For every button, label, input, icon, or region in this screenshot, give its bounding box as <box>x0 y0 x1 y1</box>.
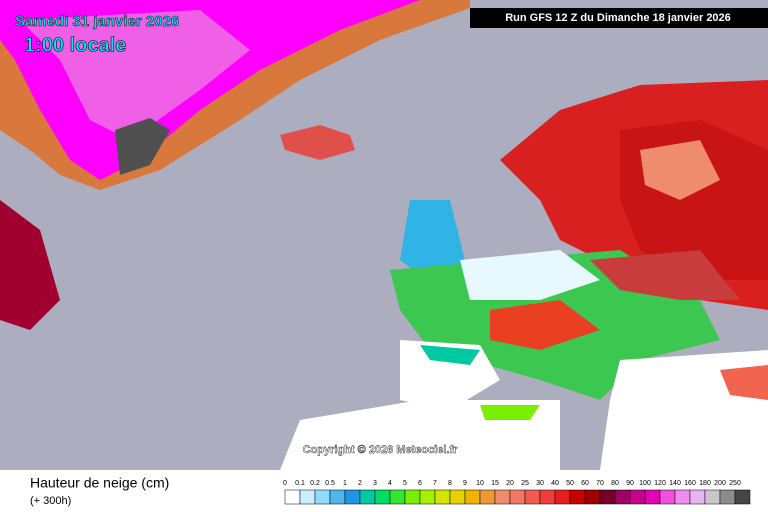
scale-label: 120 <box>654 480 666 487</box>
scale-swatch <box>464 489 481 505</box>
scale-label: 7 <box>433 480 437 487</box>
scale-swatch <box>539 489 556 505</box>
scale-swatch <box>344 489 361 505</box>
scale-swatch <box>599 489 616 505</box>
scale-swatch <box>659 489 676 505</box>
scale-swatch <box>389 489 406 505</box>
scale-swatch <box>299 489 316 505</box>
scale-label: 6 <box>418 480 422 487</box>
scale-swatch <box>434 489 451 505</box>
scale-label: 40 <box>551 480 559 487</box>
scale-swatch <box>674 489 691 505</box>
scale-swatch <box>314 489 331 505</box>
scale-swatch <box>719 489 736 505</box>
scale-swatch <box>704 489 721 505</box>
legend-subtitle: (+ 300h) <box>30 495 71 507</box>
scale-swatch <box>479 489 496 505</box>
scale-label: 25 <box>521 480 529 487</box>
copyright: Copyright © 2026 Meteociel.fr <box>303 444 459 456</box>
scale-label: 80 <box>611 480 619 487</box>
scale-label: 9 <box>463 480 467 487</box>
scale-swatch <box>374 489 391 505</box>
scale-label: 1 <box>343 480 347 487</box>
forecast-date: Samedi 31 janvier 2026 <box>15 13 179 30</box>
scale-label: 160 <box>684 480 696 487</box>
scale-label: 250 <box>729 480 741 487</box>
scale-label: 200 <box>714 480 726 487</box>
scale-swatch <box>404 489 421 505</box>
scale-swatch <box>584 489 601 505</box>
scale-label: 20 <box>506 480 514 487</box>
scale-label: 30 <box>536 480 544 487</box>
scale-swatch <box>509 489 526 505</box>
scale-label: 0 <box>283 480 287 487</box>
scale-swatch <box>569 489 586 505</box>
scale-label: 140 <box>669 480 681 487</box>
scale-label: 180 <box>699 480 711 487</box>
scale-label: 0.2 <box>310 480 320 487</box>
scale-label: 4 <box>388 480 392 487</box>
scale-swatch <box>554 489 571 505</box>
scale-swatch <box>329 489 346 505</box>
color-scale: 0 0.1 0.2 0.5 1 2 3 4 5 6 7 8 9 10 15 20 25 30 40 50 60 70 80 9… <box>283 480 751 505</box>
scale-swatch <box>449 489 466 505</box>
scale-label: 2 <box>358 480 362 487</box>
scale-swatch <box>734 489 751 505</box>
run-info: Run GFS 12 Z du Dimanche 18 janvier 2026 <box>505 12 731 24</box>
scale-swatch <box>524 489 541 505</box>
scale-swatch <box>419 489 436 505</box>
map-layers <box>0 0 768 470</box>
scale-label: 10 <box>476 480 484 487</box>
scale-label: 50 <box>566 480 574 487</box>
scale-label: 0.1 <box>295 480 305 487</box>
scale-swatch <box>614 489 631 505</box>
scale-label: 0.5 <box>325 480 335 487</box>
scale-swatch <box>644 489 661 505</box>
scale-label: 15 <box>491 480 499 487</box>
scale-swatch <box>359 489 376 505</box>
scale-swatch <box>494 489 511 505</box>
forecast-time: 1:00 locale <box>24 34 126 56</box>
scale-swatch <box>284 489 301 505</box>
scale-label: 70 <box>596 480 604 487</box>
scale-swatch <box>629 489 646 505</box>
scale-label: 100 <box>639 480 651 487</box>
scale-label: 90 <box>626 480 634 487</box>
scale-swatch <box>689 489 706 505</box>
run-banner <box>470 8 768 28</box>
scale-label: 5 <box>403 480 407 487</box>
scale-label: 3 <box>373 480 377 487</box>
scale-label: 8 <box>448 480 452 487</box>
scale-label: 60 <box>581 480 589 487</box>
legend-title: Hauteur de neige (cm) <box>30 475 169 491</box>
